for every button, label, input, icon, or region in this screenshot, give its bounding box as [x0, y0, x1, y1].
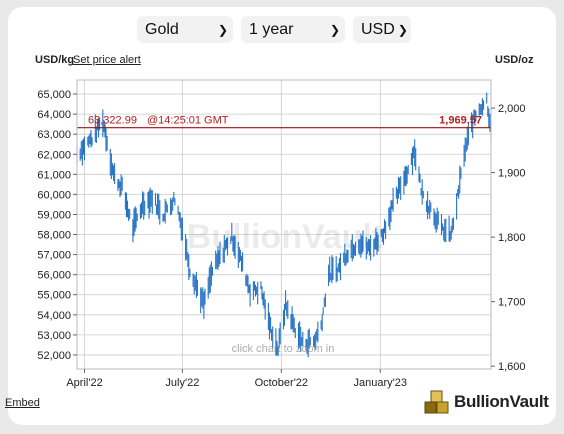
- left-tick-label: 65,000: [37, 89, 71, 101]
- chevron-down-icon: ❯: [329, 22, 341, 37]
- plot-frame: [76, 79, 492, 370]
- left-tick-label: 62,000: [37, 149, 71, 161]
- x-axis: April'22 July'22 October'22 January'23: [66, 369, 407, 389]
- right-tick-label: 1,900: [498, 168, 526, 180]
- grid: [77, 80, 491, 369]
- current-price-oz-label: 1,969.57: [439, 115, 482, 127]
- period-select[interactable]: 1 year ❯: [241, 16, 345, 43]
- left-tick-label: 60,000: [37, 189, 71, 201]
- left-tick-label: 59,000: [37, 209, 71, 221]
- currency-select-value: USD: [361, 20, 395, 38]
- x-tick-label: July'22: [165, 377, 199, 389]
- left-tick-label: 56,000: [37, 270, 71, 282]
- left-unit-label: USD/kg: [35, 54, 75, 66]
- zoom-hint-text: click chart to zoom in: [232, 343, 335, 355]
- left-tick-label: 61,000: [37, 169, 71, 181]
- price-series: [76, 92, 492, 358]
- right-axis: 1,600 1,700 1,800 1,900 2,000: [491, 103, 526, 373]
- right-tick-label: 1,800: [498, 232, 526, 244]
- x-tick-label: April'22: [66, 377, 102, 389]
- left-tick-label: 53,000: [37, 330, 71, 342]
- metal-select[interactable]: Gold ❯: [137, 16, 233, 43]
- left-tick-label: 57,000: [37, 250, 71, 262]
- bullionvault-logo[interactable]: BullionVault: [424, 389, 549, 415]
- right-tick-label: 2,000: [498, 103, 526, 115]
- chevron-down-icon: ❯: [397, 22, 408, 37]
- brand-name: BullionVault: [454, 392, 549, 411]
- period-select-value: 1 year: [249, 20, 294, 38]
- x-tick-label: January'23: [353, 377, 406, 389]
- left-tick-label: 54,000: [37, 310, 71, 322]
- left-tick-label: 64,000: [37, 109, 71, 121]
- currency-select[interactable]: USD ❯: [353, 16, 411, 43]
- left-tick-label: 52,000: [37, 350, 71, 362]
- gold-bars-icon: [424, 390, 449, 414]
- left-tick-label: 63,000: [37, 129, 71, 141]
- right-tick-label: 1,600: [498, 361, 526, 373]
- left-axis: 52,000 53,000 54,000 55,000 56,000 57,000 58,0…: [37, 89, 77, 362]
- right-tick-label: 1,700: [498, 297, 526, 309]
- left-tick-label: 58,000: [37, 230, 71, 242]
- current-price-kg-label: 63,322.99: [88, 115, 137, 127]
- metal-select-value: Gold: [145, 20, 179, 38]
- embed-link[interactable]: Embed: [5, 397, 40, 409]
- left-tick-label: 55,000: [37, 290, 71, 302]
- current-price-time-label: @14:25:01 GMT: [147, 115, 229, 127]
- x-tick-label: October'22: [255, 377, 308, 389]
- chevron-down-icon: ❯: [217, 22, 229, 37]
- right-unit-label: USD/oz: [495, 54, 534, 66]
- set-price-alert-link[interactable]: Set price alert: [73, 54, 141, 66]
